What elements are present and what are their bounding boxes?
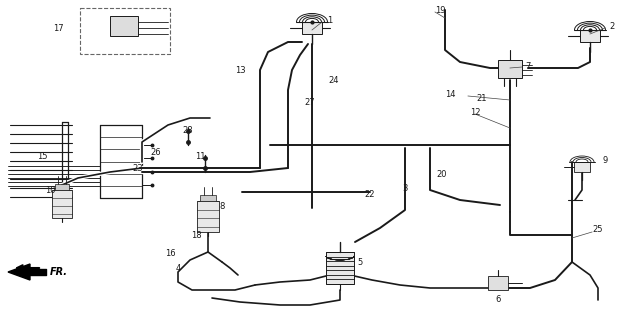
Text: 8: 8 [220,202,225,211]
Text: 25: 25 [593,226,603,235]
Bar [302,22,322,34]
Bar [574,162,590,172]
Text: 24: 24 [329,76,339,84]
Text: 16: 16 [165,250,175,259]
Text: 6: 6 [495,295,501,305]
Text: 4: 4 [175,263,181,273]
Bar [52,189,72,218]
Text: 13: 13 [235,66,245,75]
Text: 28: 28 [182,125,193,134]
Bar [55,184,69,189]
Bar [498,60,522,78]
Text: 26: 26 [151,148,161,156]
Text: 21: 21 [477,93,487,102]
Text: 10: 10 [45,186,55,195]
Bar [110,16,138,36]
Text: 2: 2 [610,21,615,30]
Text: 1: 1 [327,15,333,25]
Text: 7: 7 [525,61,531,70]
Text: 20: 20 [437,170,447,179]
Bar [488,276,508,290]
Text: 23: 23 [133,164,143,172]
Bar [80,8,170,54]
Text: 22: 22 [365,189,376,198]
Text: 27: 27 [304,98,315,107]
Text: FR.: FR. [50,267,68,277]
Text: 19: 19 [435,5,445,14]
Text: 9: 9 [603,156,608,164]
Text: 14: 14 [445,90,455,99]
Bar [197,201,219,232]
Text: 11: 11 [195,151,205,161]
FancyArrowPatch shape [17,265,39,271]
Text: 15: 15 [36,151,47,161]
Text: 5: 5 [357,258,363,267]
Polygon shape [8,264,30,280]
Bar [326,252,354,284]
Bar [200,195,216,201]
Text: 18: 18 [191,231,201,241]
Text: 17: 17 [53,23,64,33]
Bar [580,30,600,42]
Text: 12: 12 [470,108,481,116]
Text: 3: 3 [403,183,408,193]
